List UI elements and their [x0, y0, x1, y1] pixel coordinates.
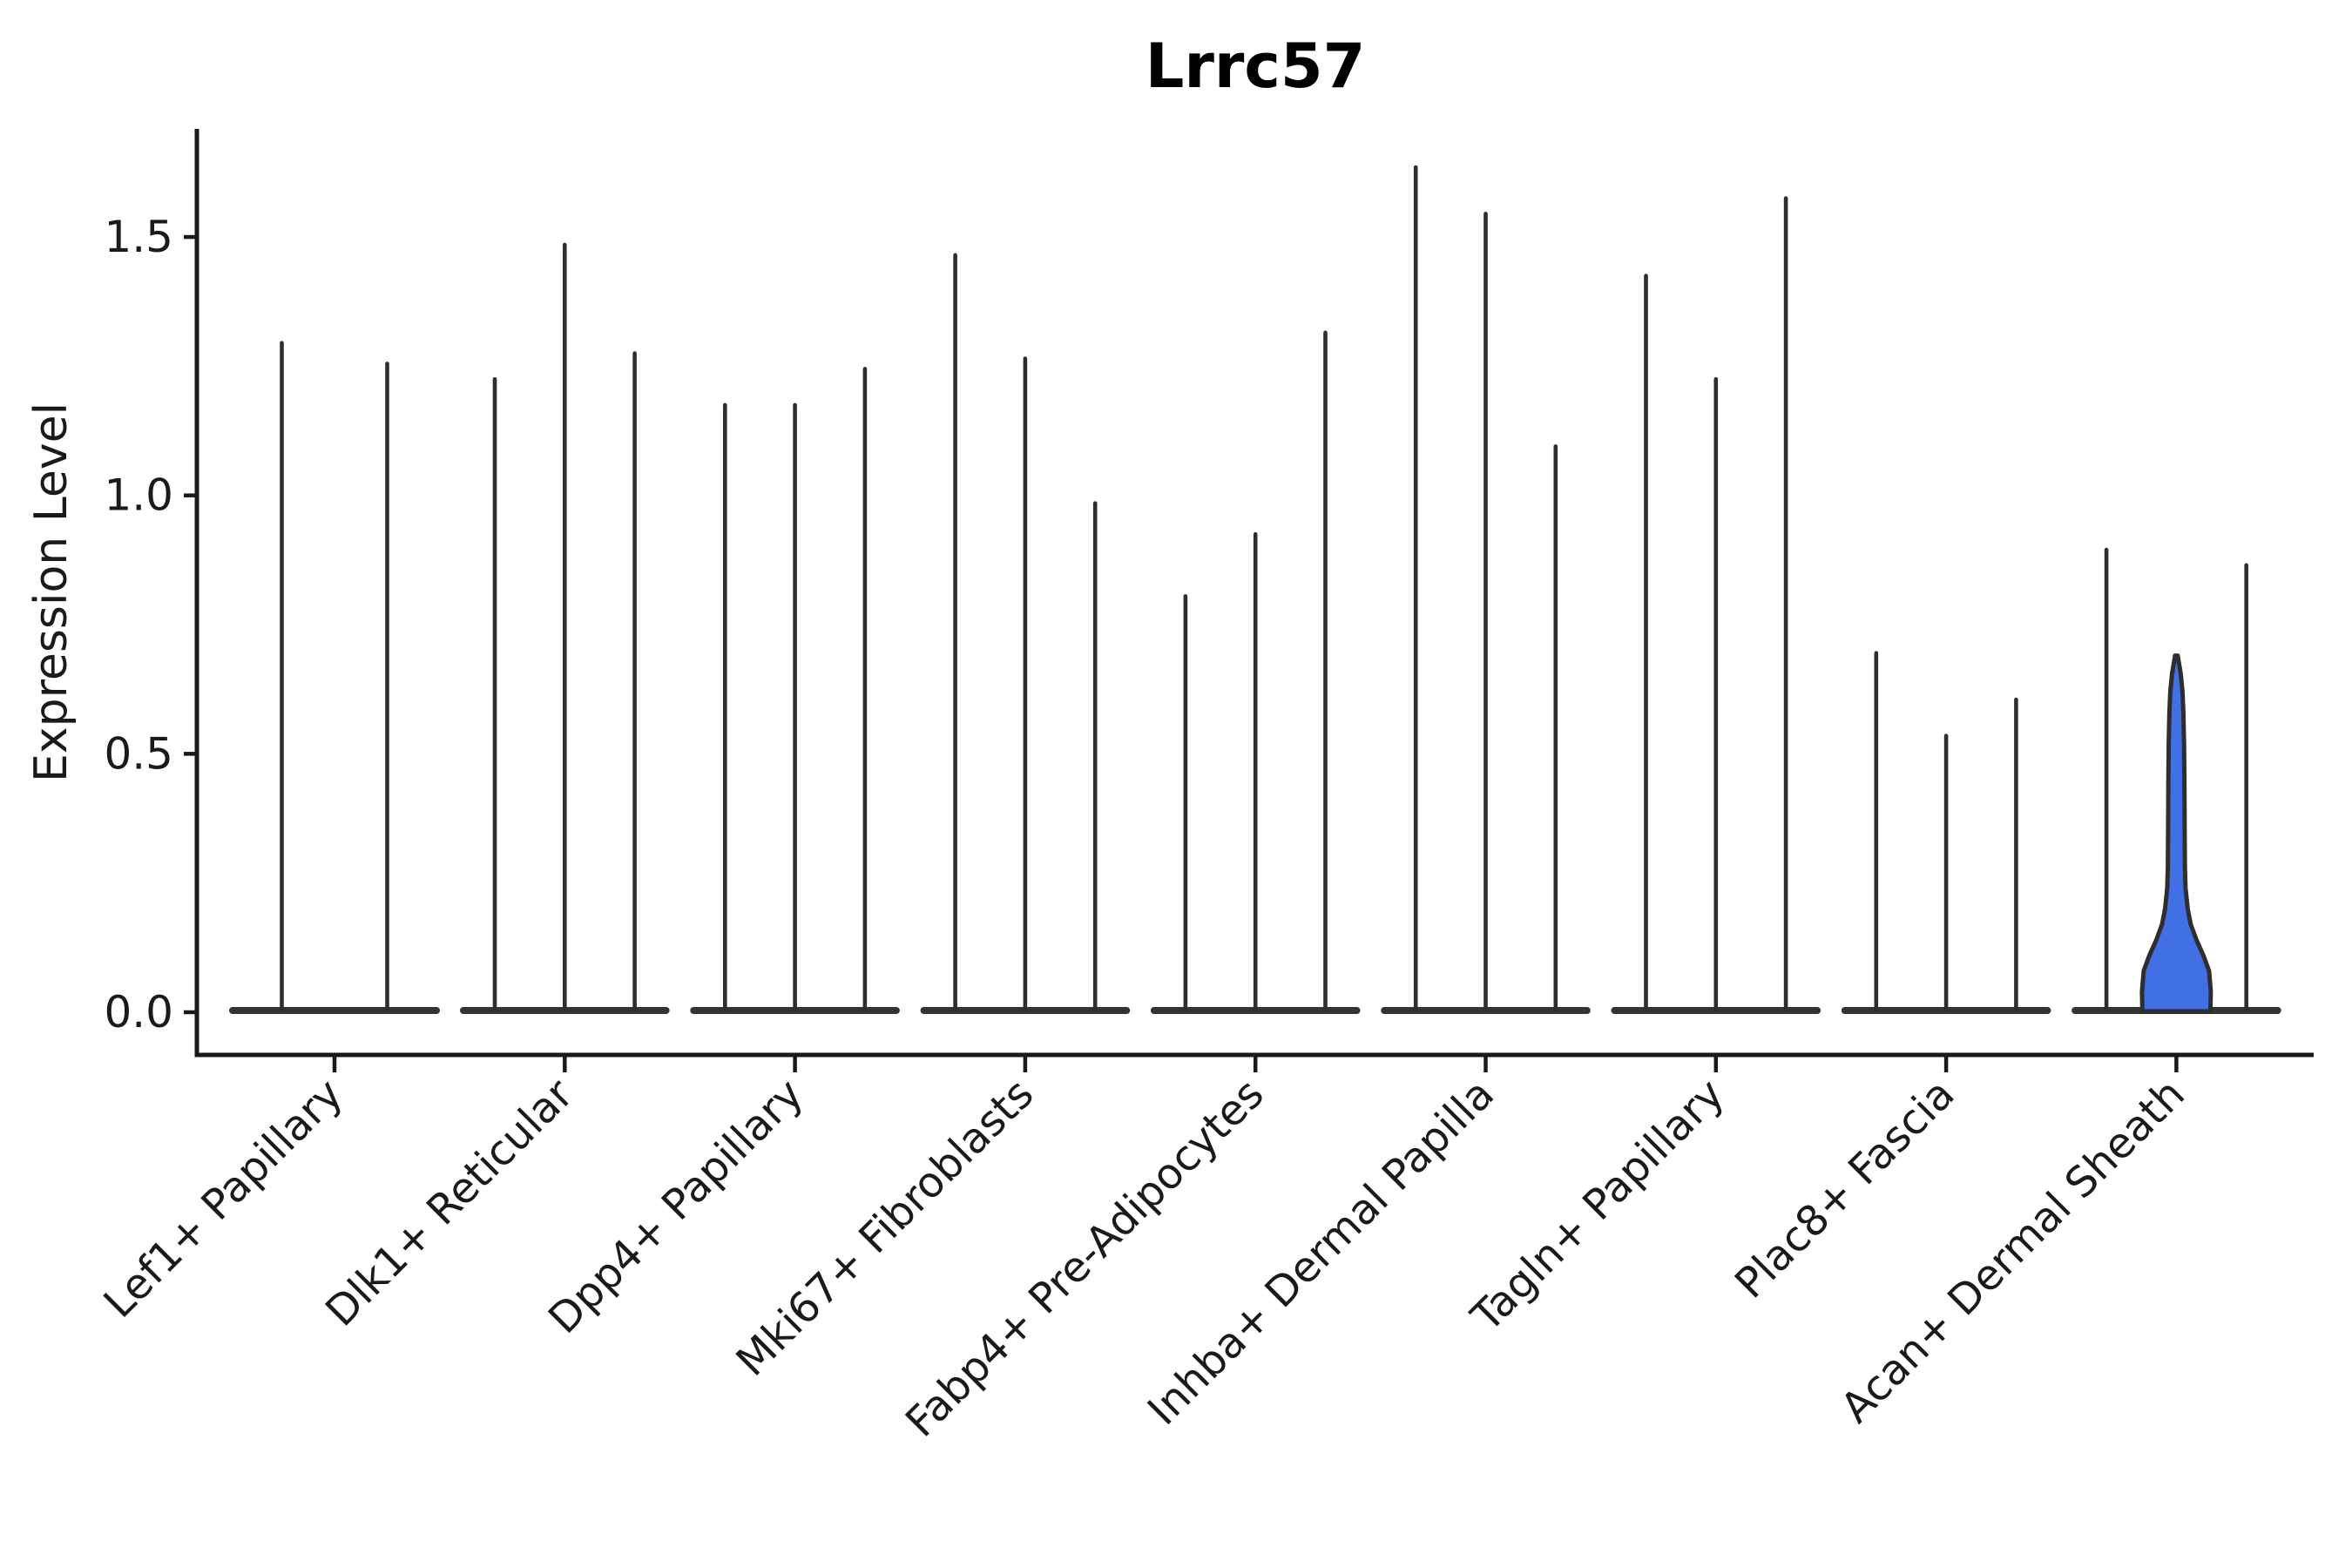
x-category-label: Dlk1+ Reticular: [316, 1070, 583, 1336]
chart-title: Lrrc57: [1146, 30, 1366, 102]
y-tick-label: 1.5: [104, 212, 173, 262]
x-category-label: Tagln+ Papillary: [1462, 1070, 1734, 1342]
y-tick-label: 0.0: [104, 987, 173, 1037]
highlighted-violin: [2139, 653, 2213, 1014]
x-category-label: Lef1+ Papillary: [95, 1070, 353, 1328]
y-tick-label: 1.0: [104, 470, 173, 521]
y-axis-label: Expression Level: [25, 402, 78, 782]
y-axis-ticks: 0.0 0.5 1.0 1.5: [104, 212, 197, 1037]
violins-layer: [229, 165, 2281, 1014]
x-category-label: Dpp4+ Papillary: [539, 1070, 813, 1343]
y-tick-label: 0.5: [104, 728, 173, 779]
x-category-label: Plac8+ Fascia: [1726, 1070, 1964, 1308]
